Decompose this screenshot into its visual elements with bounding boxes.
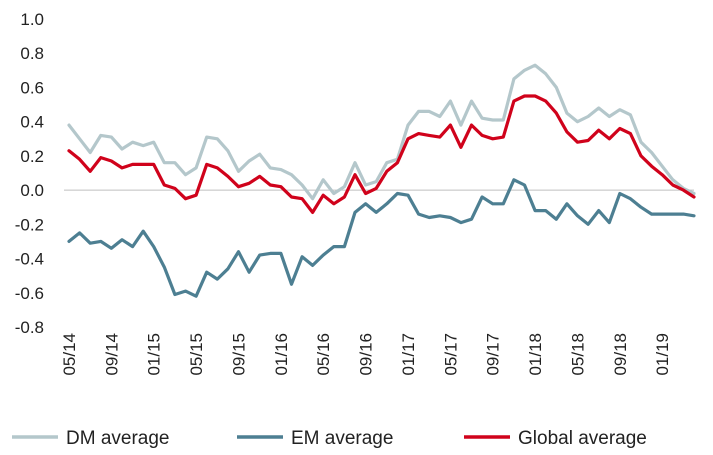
x-tick-label: 01/19 xyxy=(653,333,672,376)
x-tick-label: 05/15 xyxy=(187,333,206,376)
x-tick-label: 01/18 xyxy=(526,333,545,376)
y-tick-label: 0.8 xyxy=(20,44,44,63)
series-line-global-average xyxy=(67,94,696,214)
y-tick-label: -0.6 xyxy=(15,284,44,303)
series-line-dm-average xyxy=(67,63,696,201)
x-axis-tick-labels: 05/14 09/14 01/15 05/15 09/15 01/16 05/16 09/16… xyxy=(60,333,672,376)
x-tick-label: 05/18 xyxy=(568,333,587,376)
x-tick-label: 09/17 xyxy=(484,333,503,376)
y-tick-label: 0.4 xyxy=(20,113,44,132)
x-tick-label: 09/15 xyxy=(229,333,248,376)
y-tick-label: 0.2 xyxy=(20,147,44,166)
x-tick-label: 05/17 xyxy=(441,333,460,376)
legend-label: EM average xyxy=(291,428,393,449)
y-tick-label: 0.0 xyxy=(20,181,44,200)
y-tick-label: 1.0 xyxy=(20,10,44,29)
x-tick-label: 01/15 xyxy=(145,333,164,376)
y-tick-label: -0.2 xyxy=(15,215,44,234)
x-tick-label: 01/16 xyxy=(272,333,291,376)
x-tick-label: 05/16 xyxy=(314,333,333,376)
legend-label: DM average xyxy=(66,428,170,449)
y-axis-tick-labels: 1.0 0.8 0.6 0.4 0.2 0.0 -0.2 -0.4 -0.6 -0.8 xyxy=(15,10,44,337)
legend-label: Global average xyxy=(518,428,647,449)
y-tick-label: 0.6 xyxy=(20,78,44,97)
y-tick-label: -0.8 xyxy=(15,318,44,337)
x-tick-label: 09/16 xyxy=(357,333,376,376)
series-line-em-average xyxy=(67,178,696,298)
legend: DM average EM average Global average xyxy=(12,428,647,449)
x-tick-label: 05/14 xyxy=(60,333,79,376)
x-tick-label: 09/14 xyxy=(102,333,121,376)
x-tick-label: 01/17 xyxy=(399,333,418,376)
series-lines xyxy=(67,63,696,298)
y-tick-label: -0.4 xyxy=(15,250,44,269)
x-tick-label: 09/18 xyxy=(611,333,630,376)
